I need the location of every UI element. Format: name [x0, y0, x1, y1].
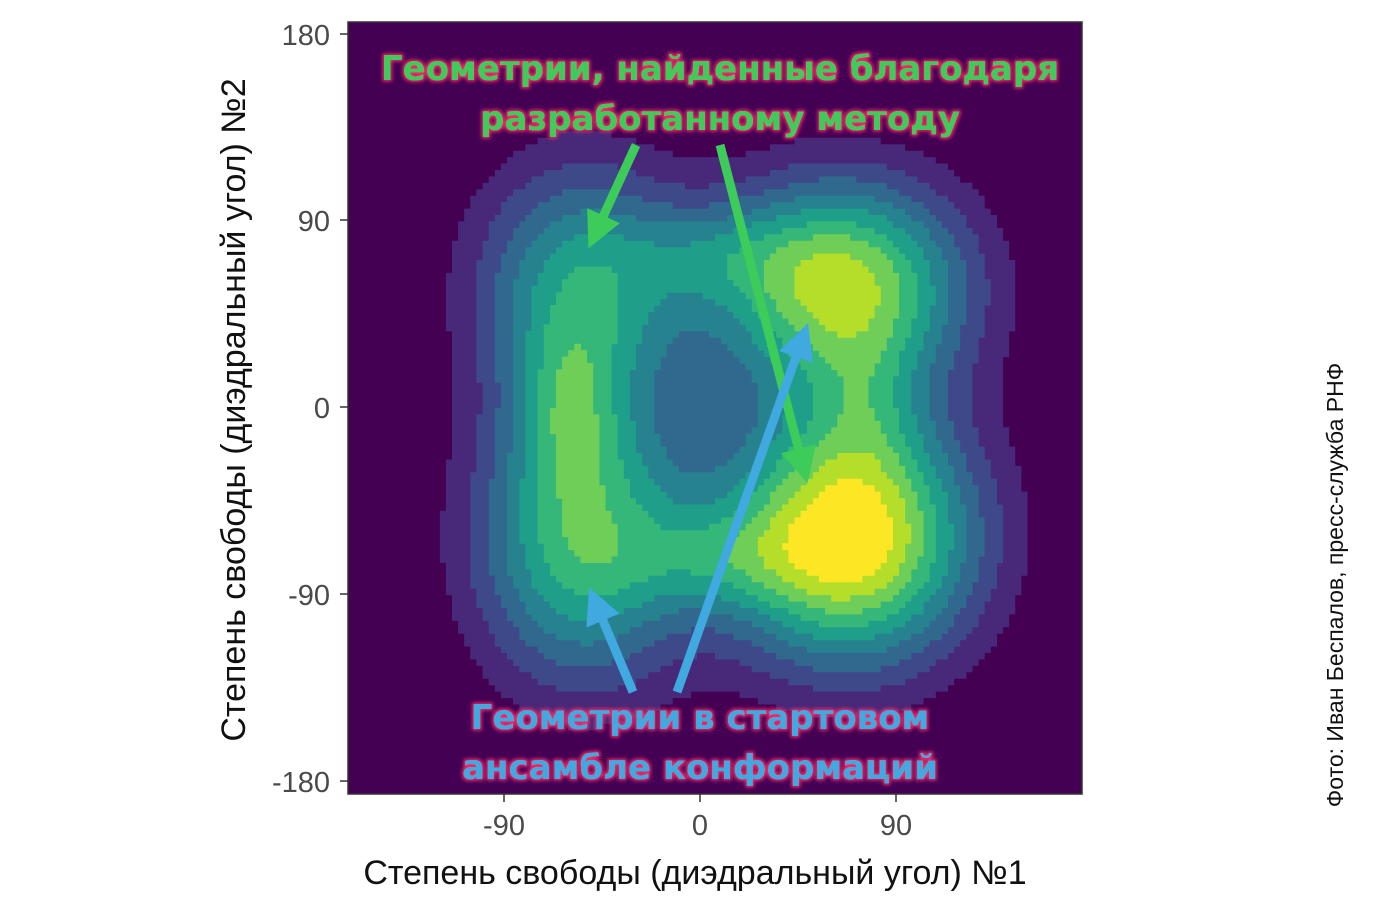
- density-level-4: [507, 195, 967, 653]
- y-tick-label: 90: [298, 206, 330, 238]
- blue-annotation-line-2: ансамбле конформаций: [462, 748, 938, 788]
- photo-credit: Фото: Иван Беспалов, пресс-служба РНФ: [1322, 363, 1348, 807]
- y-tick-label: -90: [288, 580, 330, 612]
- x-tick-label: -90: [483, 810, 525, 842]
- green-arrows: [587, 143, 816, 484]
- density-level-5: [519, 208, 955, 641]
- y-axis: 180 90 0 -90 -180: [272, 20, 348, 799]
- green-arrow: [587, 143, 641, 249]
- green-annotation-line-1: Геометрии, найденные благодаря: [381, 49, 1059, 89]
- density-level-9: [782, 478, 893, 583]
- density-level-1: [439, 131, 1028, 731]
- x-tick-label: 0: [692, 810, 708, 842]
- y-tick-label: 0: [314, 393, 330, 425]
- y-tick-label: -180: [272, 767, 330, 799]
- green-annotation-line-2: разработанному методу: [480, 99, 960, 139]
- density-level-6: [537, 221, 936, 628]
- x-tick-label: 90: [880, 810, 912, 842]
- blue-arrows: [586, 323, 813, 694]
- x-axis: -90 0 90: [483, 794, 912, 842]
- blue-arrow: [672, 323, 813, 694]
- density-level-7: [549, 234, 924, 615]
- density-level-3: [488, 176, 985, 673]
- density-contours: [439, 131, 1028, 731]
- y-axis-title: Степень свободы (диэдральный угол) №2: [215, 78, 253, 741]
- density-level-8: [757, 253, 912, 602]
- x-axis-title: Степень свободы (диэдральный угол) №1: [363, 854, 1026, 892]
- density-level-2: [470, 163, 1004, 692]
- blue-arrow: [586, 587, 638, 694]
- y-tick-label: 180: [282, 20, 330, 52]
- green-arrow: [715, 143, 816, 484]
- blue-annotation-line-1: Геометрии в стартовом: [471, 698, 930, 738]
- plot-border: [347, 21, 1083, 795]
